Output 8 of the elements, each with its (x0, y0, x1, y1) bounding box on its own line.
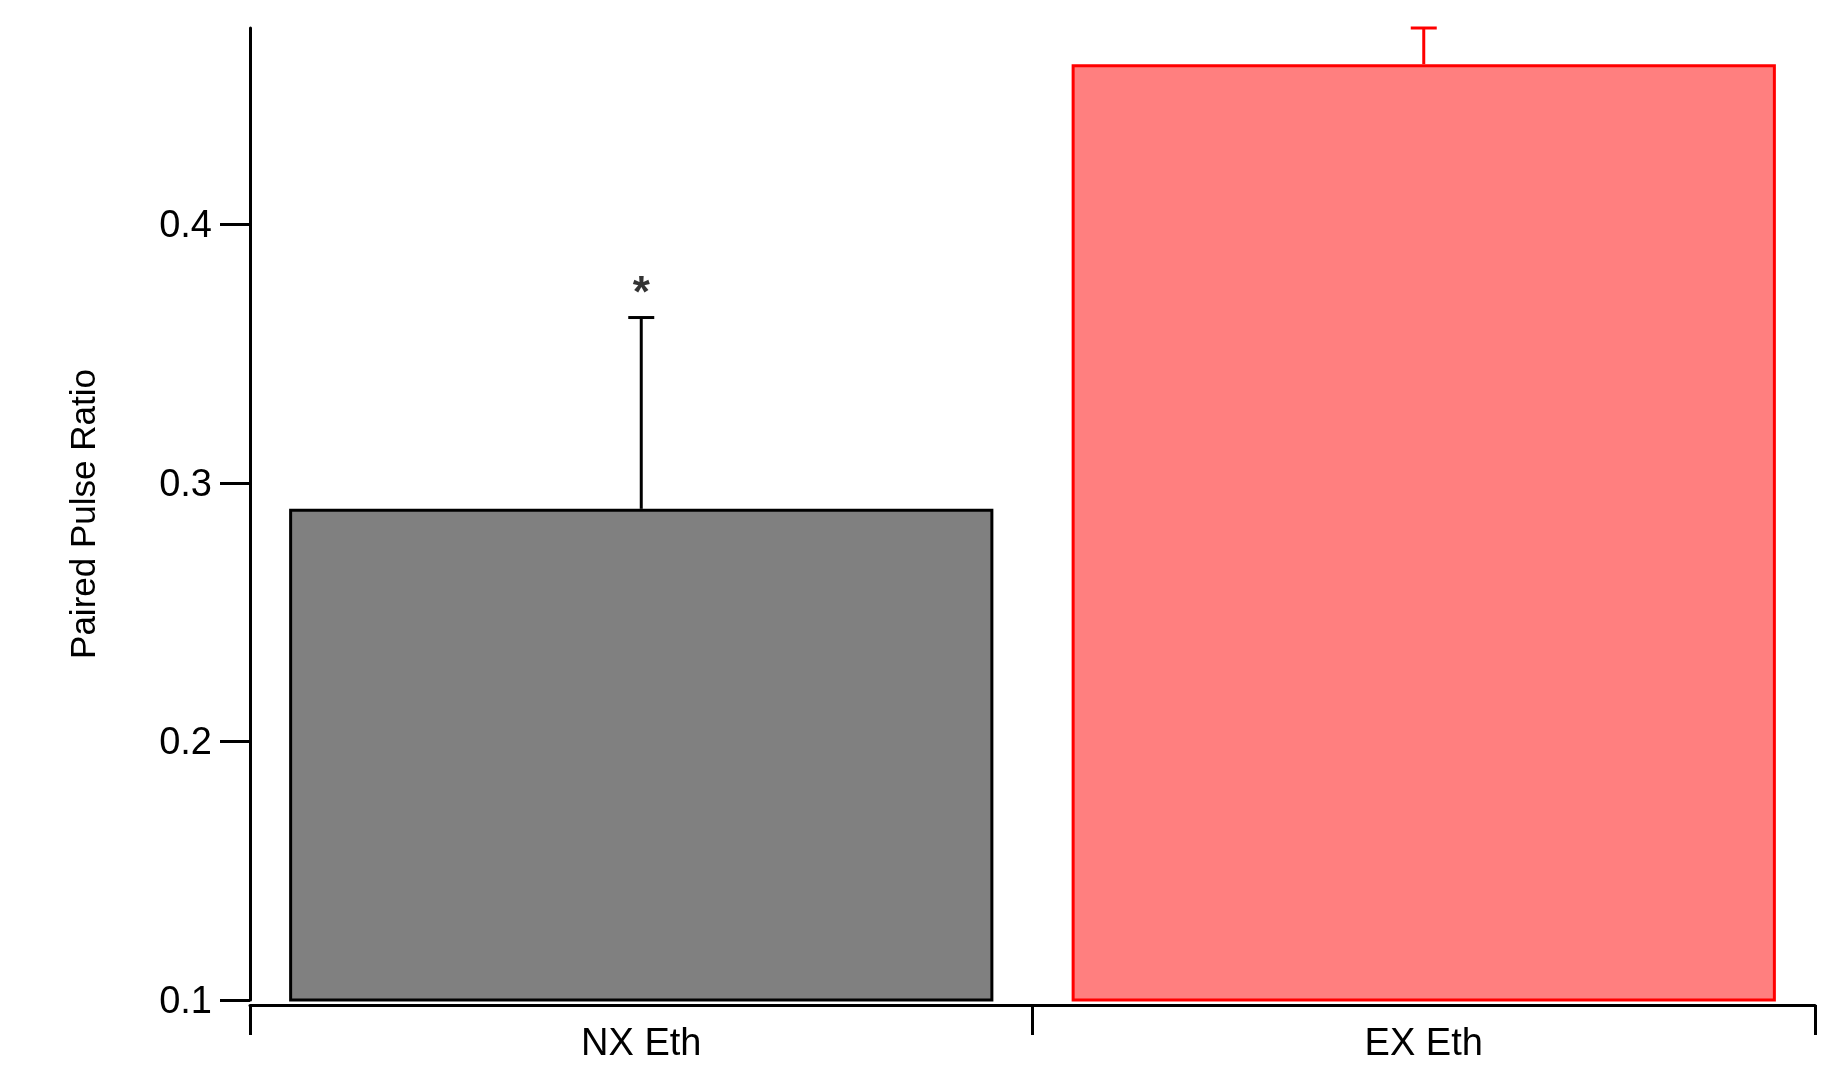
y-tick-label: 0.3 (159, 461, 212, 504)
y-tick-label: 0.1 (159, 979, 212, 1021)
x-tick-label: EX Eth (1364, 1021, 1483, 1063)
y-tick-label: 0.4 (159, 203, 212, 246)
annotation: * (632, 267, 651, 317)
y-tick-label: 0.2 (159, 720, 212, 763)
x-tick-label: NX Eth (581, 1021, 702, 1063)
y-axis-title: Paired Pulse Ratio (63, 369, 102, 659)
